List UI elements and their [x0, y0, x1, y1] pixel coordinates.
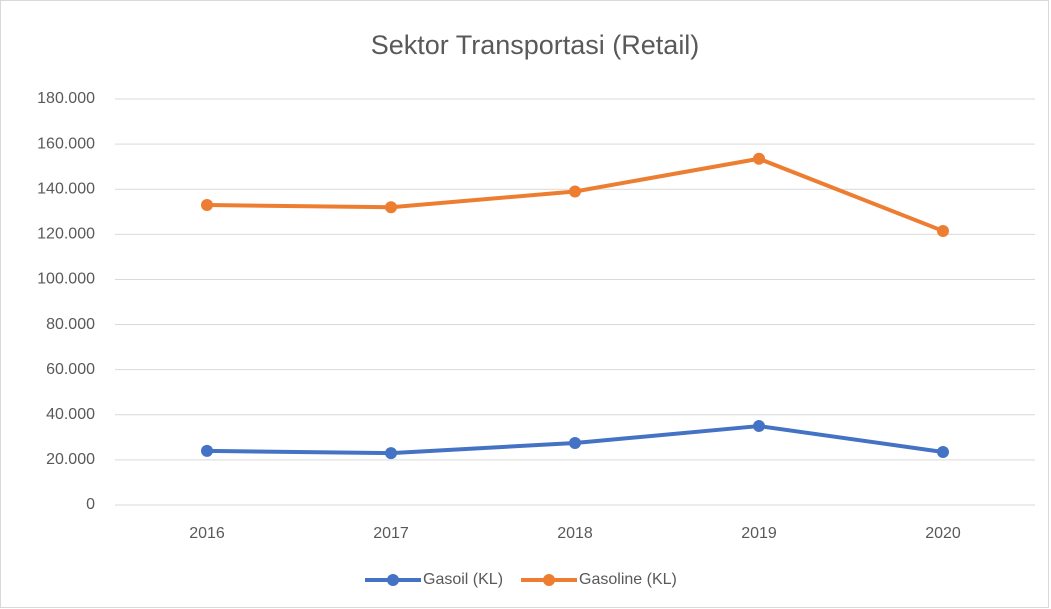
point-marker	[201, 199, 213, 212]
legend-marker	[387, 574, 399, 586]
y-tick-label: 60.000	[46, 361, 95, 378]
y-tick-label: 120.000	[37, 226, 95, 243]
x-tick-label: 2019	[741, 525, 777, 542]
x-tick-label: 2018	[557, 525, 593, 542]
y-tick-label: 80.000	[46, 316, 95, 333]
legend-label: Gasoline (KL)	[579, 571, 677, 588]
point-marker	[569, 185, 581, 198]
y-tick-label: 20.000	[46, 451, 95, 468]
y-tick-label: 40.000	[46, 406, 95, 423]
point-marker	[201, 444, 213, 457]
y-tick-label: 0	[86, 496, 95, 513]
chart-title: Sektor Transportasi (Retail)	[371, 30, 700, 60]
y-tick-label: 160.000	[37, 135, 95, 152]
y-tick-label: 140.000	[37, 180, 95, 197]
point-marker	[569, 436, 581, 449]
x-tick-label: 2017	[373, 525, 409, 542]
point-marker	[937, 224, 949, 237]
point-marker	[753, 420, 765, 433]
legend-label: Gasoil (KL)	[423, 571, 503, 588]
legend-marker	[543, 574, 556, 586]
point-marker	[385, 201, 397, 214]
y-tick-label: 180.000	[37, 90, 95, 107]
y-tick-label: 100.000	[37, 271, 95, 288]
point-marker	[937, 445, 949, 458]
x-tick-label: 2020	[925, 525, 961, 542]
point-marker	[753, 152, 765, 165]
x-tick-label: 2016	[189, 525, 225, 542]
point-marker	[385, 447, 397, 460]
